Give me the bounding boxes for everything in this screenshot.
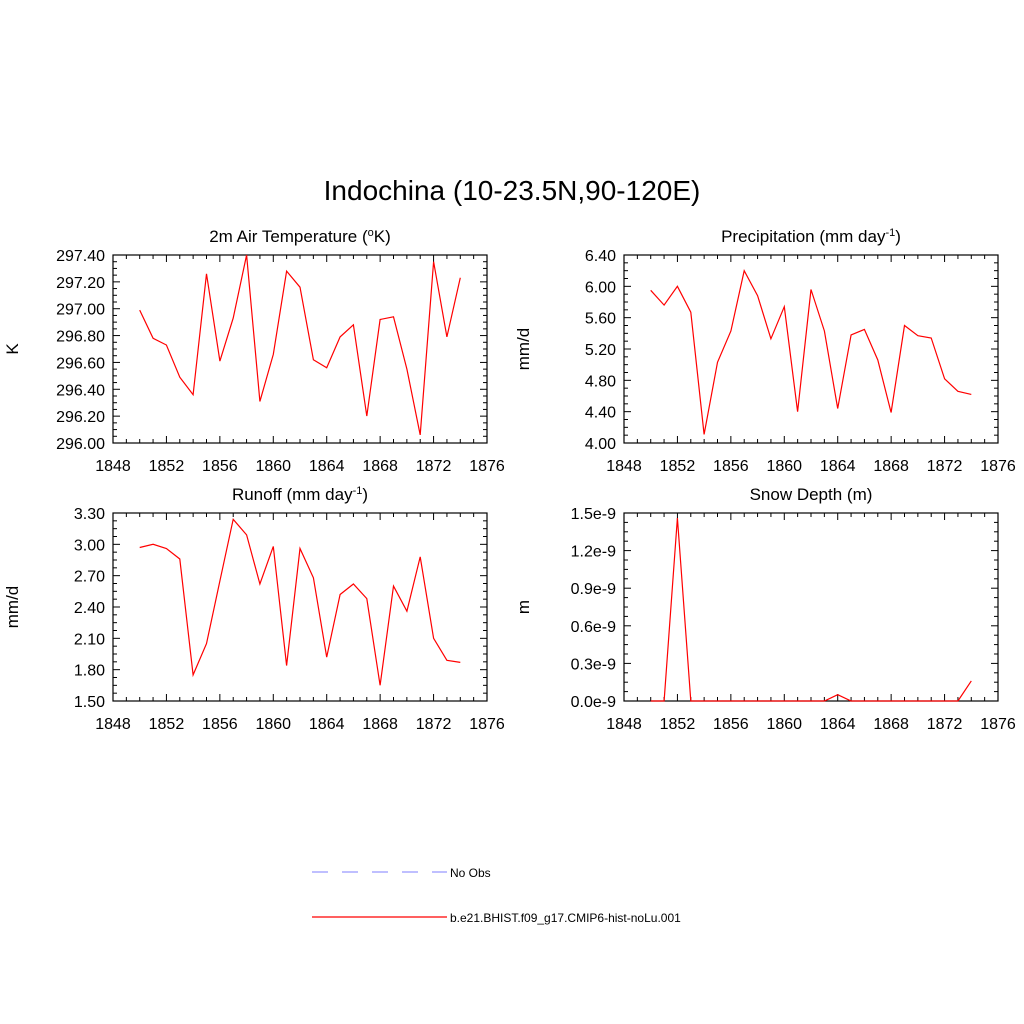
legend-entry: b.e21.BHIST.f09_g17.CMIP6-hist-noLu.001 — [312, 911, 681, 925]
y-tick-label: 1.5e-9 — [571, 506, 616, 523]
legend-label: b.e21.BHIST.f09_g17.CMIP6-hist-noLu.001 — [450, 911, 681, 925]
panel-title-suffix: K) — [374, 227, 391, 246]
plot-frame — [623, 254, 999, 444]
panel-snow: 1848 1852 1856 1860 1864 1868 1872 1876 0.0e-9 0.… — [514, 485, 1016, 733]
y-axis-label: K — [3, 343, 22, 355]
y-tick-label: 296.60 — [56, 355, 105, 372]
y-tick-label: 296.20 — [56, 409, 105, 426]
y-tick-label: 6.40 — [585, 248, 616, 265]
y-tick-label: 4.40 — [585, 405, 616, 422]
y-tick-label: 4.80 — [585, 373, 616, 390]
panel-title-text: 2m Air Temperature ( — [209, 227, 368, 246]
panel-title: 2m Air Temperature (oK) — [209, 227, 391, 246]
x-tick-label: 1852 — [149, 458, 185, 475]
series-line-temp — [139, 254, 461, 436]
x-tick-label: 1876 — [469, 716, 505, 733]
x-tick-label: 1872 — [416, 458, 452, 475]
y-axis-label: m — [514, 600, 533, 614]
y-tick-label: 2.10 — [74, 631, 105, 648]
x-tick-label: 1852 — [149, 716, 185, 733]
x-tick-label: 1848 — [606, 716, 642, 733]
panel-title: Precipitation (mm day-1) — [721, 227, 901, 246]
y-tick-label: 296.00 — [56, 436, 105, 453]
x-tick-label: 1868 — [873, 458, 909, 475]
y-tick-label: 297.40 — [56, 248, 105, 265]
x-tick-label: 1864 — [820, 716, 856, 733]
x-tick-label: 1848 — [95, 716, 131, 733]
y-tick-label: 2.70 — [74, 569, 105, 586]
y-tick-label: 5.60 — [585, 311, 616, 328]
y-tick-label: 6.00 — [585, 279, 616, 296]
x-tick-label: 1876 — [469, 458, 505, 475]
y-tick-label: 297.00 — [56, 302, 105, 319]
y-tick-label: 0.0e-9 — [571, 694, 616, 711]
x-tick-label: 1868 — [362, 716, 398, 733]
y-axis-label: mm/d — [3, 586, 22, 629]
y-tick-label: 0.3e-9 — [571, 656, 616, 673]
x-tick-label: 1856 — [713, 716, 749, 733]
legend-entry: No Obs — [312, 866, 491, 880]
x-tick-label: 1868 — [873, 716, 909, 733]
panel-title-text: Snow Depth (m) — [750, 485, 873, 504]
y-axis-label: mm/d — [514, 328, 533, 371]
y-tick-label: 4.00 — [585, 436, 616, 453]
plot-frame — [112, 512, 488, 702]
panel-title-text: Runoff (mm day — [232, 485, 353, 504]
x-tick-label: 1852 — [660, 458, 696, 475]
panel-title-suffix: ) — [362, 485, 368, 504]
y-tick-label: 1.80 — [74, 663, 105, 680]
x-tick-label: 1872 — [416, 716, 452, 733]
panel-title: Snow Depth (m) — [750, 485, 873, 504]
panel-title-superscript: -1 — [353, 485, 363, 497]
y-tick-label: 1.50 — [74, 694, 105, 711]
legend: No Obs b.e21.BHIST.f09_g17.CMIP6-hist-noL… — [312, 866, 681, 925]
panel-title-superscript: o — [368, 227, 374, 239]
y-tick-label: 1.2e-9 — [571, 544, 616, 561]
x-tick-label: 1856 — [713, 458, 749, 475]
x-tick-label: 1872 — [927, 716, 963, 733]
panel-title-superscript: -1 — [885, 227, 895, 239]
y-tick-label: 2.40 — [74, 600, 105, 617]
series-line-snow — [650, 517, 972, 702]
y-tick-label: 297.20 — [56, 275, 105, 292]
x-tick-label: 1852 — [660, 716, 696, 733]
x-tick-label: 1864 — [309, 716, 345, 733]
y-tick-label: 3.00 — [74, 537, 105, 554]
x-tick-label: 1864 — [820, 458, 856, 475]
y-tick-label: 0.9e-9 — [571, 581, 616, 598]
x-tick-label: 1848 — [95, 458, 131, 475]
x-tick-label: 1860 — [766, 458, 802, 475]
y-tick-label: 5.20 — [585, 342, 616, 359]
panel-precip: 1848 1852 1856 1860 1864 1868 1872 1876 4.00 4.40… — [514, 227, 1016, 475]
x-tick-label: 1856 — [202, 458, 238, 475]
x-tick-label: 1876 — [980, 716, 1016, 733]
x-tick-label: 1876 — [980, 458, 1016, 475]
panel-runoff: 1848 1852 1856 1860 1864 1868 1872 1876 1.50 1.80… — [3, 485, 505, 733]
panel-title-text: Precipitation (mm day — [721, 227, 886, 246]
panels: 1848 1852 1856 1860 1864 1868 1872 1876 296.00 29… — [3, 227, 1016, 733]
y-tick-label: 296.80 — [56, 329, 105, 346]
x-tick-label: 1872 — [927, 458, 963, 475]
x-tick-label: 1860 — [766, 716, 802, 733]
x-tick-label: 1860 — [255, 716, 291, 733]
figure-title: Indochina (10-23.5N,90-120E) — [324, 175, 701, 206]
x-tick-label: 1864 — [309, 458, 345, 475]
y-tick-label: 296.40 — [56, 382, 105, 399]
series-line-runoff — [139, 517, 461, 686]
plot-frame — [623, 512, 999, 702]
x-tick-label: 1848 — [606, 458, 642, 475]
x-tick-label: 1860 — [255, 458, 291, 475]
series-line-precip — [650, 268, 972, 435]
panel-title-suffix: ) — [895, 227, 901, 246]
x-tick-label: 1856 — [202, 716, 238, 733]
legend-label: No Obs — [450, 866, 491, 880]
y-tick-label: 0.6e-9 — [571, 619, 616, 636]
y-tick-label: 3.30 — [74, 506, 105, 523]
panel-temp: 1848 1852 1856 1860 1864 1868 1872 1876 296.00 29… — [3, 227, 505, 475]
x-tick-label: 1868 — [362, 458, 398, 475]
plot-frame — [112, 254, 488, 444]
panel-title: Runoff (mm day-1) — [232, 485, 368, 504]
